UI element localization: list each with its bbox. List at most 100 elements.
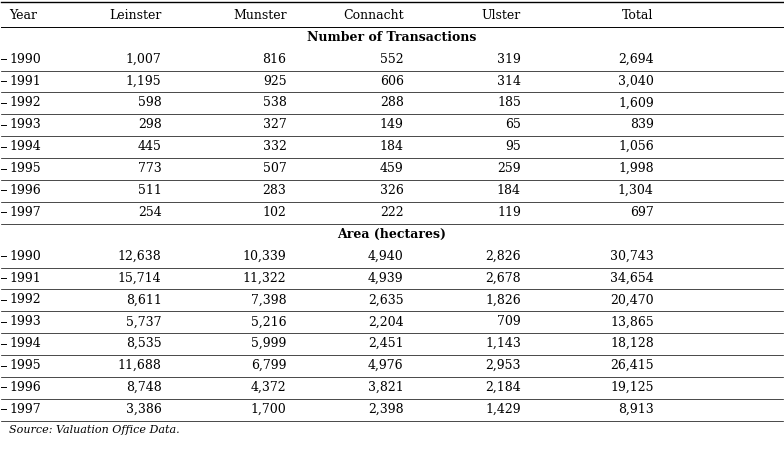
Text: 538: 538: [263, 96, 286, 110]
Text: 598: 598: [138, 96, 162, 110]
Text: 3,040: 3,040: [618, 75, 654, 87]
Text: 1993: 1993: [9, 118, 41, 131]
Text: 283: 283: [263, 184, 286, 197]
Text: 1990: 1990: [9, 250, 41, 263]
Text: 12,638: 12,638: [118, 250, 162, 263]
Text: 1994: 1994: [9, 337, 41, 350]
Text: 1995: 1995: [9, 359, 41, 372]
Text: 2,398: 2,398: [368, 403, 404, 416]
Text: 184: 184: [379, 140, 404, 153]
Text: 511: 511: [138, 184, 162, 197]
Text: 4,939: 4,939: [368, 272, 404, 284]
Text: 30,743: 30,743: [610, 250, 654, 263]
Text: 552: 552: [380, 53, 404, 66]
Text: 1991: 1991: [9, 272, 41, 284]
Text: 606: 606: [379, 75, 404, 87]
Text: 1995: 1995: [9, 162, 41, 175]
Text: 7,398: 7,398: [251, 293, 286, 306]
Text: 1,609: 1,609: [618, 96, 654, 110]
Text: 5,737: 5,737: [126, 315, 162, 329]
Text: 1,429: 1,429: [485, 403, 521, 416]
Text: 1992: 1992: [9, 293, 41, 306]
Text: 1993: 1993: [9, 315, 41, 329]
Text: 1,143: 1,143: [485, 337, 521, 350]
Text: 8,913: 8,913: [618, 403, 654, 416]
Text: 1991: 1991: [9, 75, 41, 87]
Text: 254: 254: [138, 206, 162, 219]
Text: Total: Total: [622, 9, 654, 22]
Text: 26,415: 26,415: [610, 359, 654, 372]
Text: 1,195: 1,195: [126, 75, 162, 87]
Text: Connacht: Connacht: [343, 9, 404, 22]
Text: 3,386: 3,386: [125, 403, 162, 416]
Text: 326: 326: [379, 184, 404, 197]
Text: 4,940: 4,940: [368, 250, 404, 263]
Text: 10,339: 10,339: [243, 250, 286, 263]
Text: 1997: 1997: [9, 403, 41, 416]
Text: 298: 298: [138, 118, 162, 131]
Text: 314: 314: [497, 75, 521, 87]
Text: 2,635: 2,635: [368, 293, 404, 306]
Text: 19,125: 19,125: [610, 381, 654, 394]
Text: 1,056: 1,056: [618, 140, 654, 153]
Text: 925: 925: [263, 75, 286, 87]
Text: 445: 445: [138, 140, 162, 153]
Text: 1990: 1990: [9, 53, 41, 66]
Text: 459: 459: [380, 162, 404, 175]
Text: Munster: Munster: [233, 9, 286, 22]
Text: 288: 288: [379, 96, 404, 110]
Text: 1996: 1996: [9, 381, 41, 394]
Text: 2,678: 2,678: [485, 272, 521, 284]
Text: Ulster: Ulster: [481, 9, 521, 22]
Text: 8,748: 8,748: [125, 381, 162, 394]
Text: 1,700: 1,700: [251, 403, 286, 416]
Text: 1,826: 1,826: [485, 293, 521, 306]
Text: 5,216: 5,216: [251, 315, 286, 329]
Text: 332: 332: [263, 140, 286, 153]
Text: 2,184: 2,184: [485, 381, 521, 394]
Text: 319: 319: [497, 53, 521, 66]
Text: 20,470: 20,470: [610, 293, 654, 306]
Text: 839: 839: [630, 118, 654, 131]
Text: 8,535: 8,535: [126, 337, 162, 350]
Text: 773: 773: [138, 162, 162, 175]
Text: 259: 259: [497, 162, 521, 175]
Text: 13,865: 13,865: [610, 315, 654, 329]
Text: 8,611: 8,611: [125, 293, 162, 306]
Text: Year: Year: [9, 9, 37, 22]
Text: 1,998: 1,998: [618, 162, 654, 175]
Text: 34,654: 34,654: [610, 272, 654, 284]
Text: 1,304: 1,304: [618, 184, 654, 197]
Text: 327: 327: [263, 118, 286, 131]
Text: 709: 709: [497, 315, 521, 329]
Text: 4,976: 4,976: [368, 359, 404, 372]
Text: 2,953: 2,953: [485, 359, 521, 372]
Text: Number of Transactions: Number of Transactions: [307, 31, 477, 44]
Text: 2,204: 2,204: [368, 315, 404, 329]
Text: 697: 697: [630, 206, 654, 219]
Text: 2,826: 2,826: [485, 250, 521, 263]
Text: 184: 184: [497, 184, 521, 197]
Text: 222: 222: [380, 206, 404, 219]
Text: 6,799: 6,799: [251, 359, 286, 372]
Text: 185: 185: [497, 96, 521, 110]
Text: Source: Valuation Office Data.: Source: Valuation Office Data.: [9, 425, 180, 435]
Text: 1996: 1996: [9, 184, 41, 197]
Text: 65: 65: [505, 118, 521, 131]
Text: 2,694: 2,694: [618, 53, 654, 66]
Text: 507: 507: [263, 162, 286, 175]
Text: Area (hectares): Area (hectares): [337, 228, 447, 241]
Text: 11,322: 11,322: [243, 272, 286, 284]
Text: 3,821: 3,821: [368, 381, 404, 394]
Text: 95: 95: [505, 140, 521, 153]
Text: 5,999: 5,999: [251, 337, 286, 350]
Text: Leinster: Leinster: [109, 9, 162, 22]
Text: 1994: 1994: [9, 140, 41, 153]
Text: 1,007: 1,007: [125, 53, 162, 66]
Text: 119: 119: [497, 206, 521, 219]
Text: 11,688: 11,688: [118, 359, 162, 372]
Text: 816: 816: [263, 53, 286, 66]
Text: 2,451: 2,451: [368, 337, 404, 350]
Text: 149: 149: [379, 118, 404, 131]
Text: 4,372: 4,372: [251, 381, 286, 394]
